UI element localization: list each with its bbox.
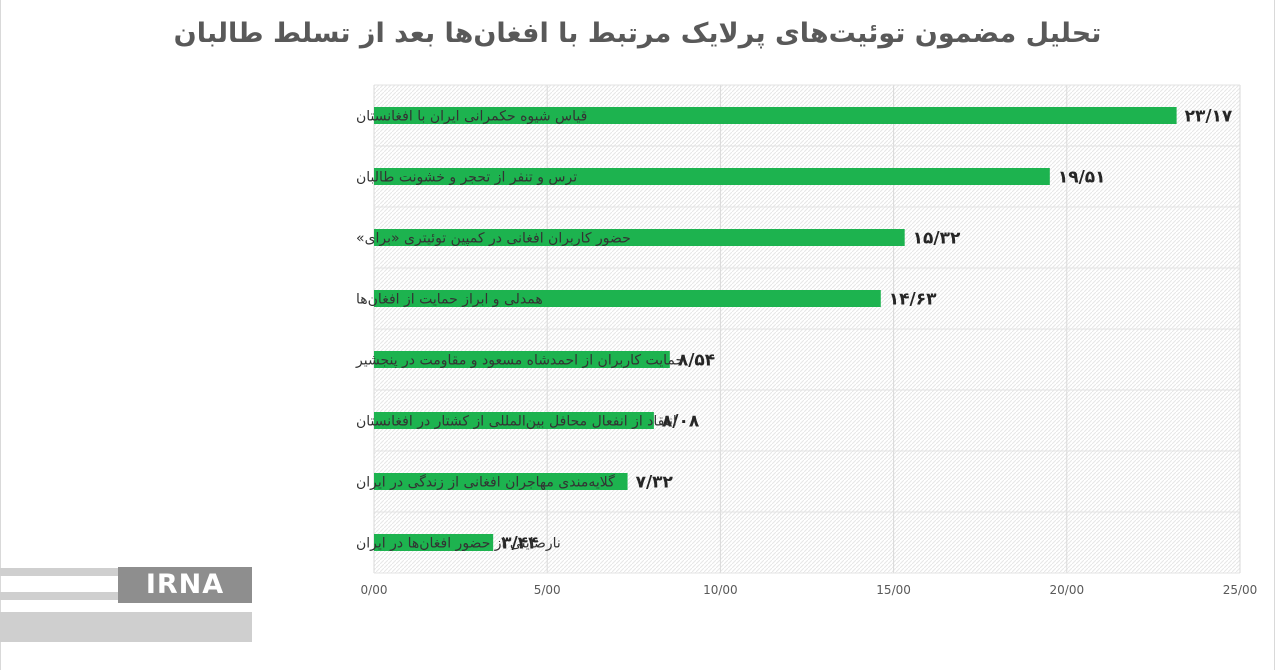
- category-label: ترس و تنفر از تحجر و خشونت طالبان: [356, 170, 577, 186]
- bar-value-label: ۲۳/۱۷: [1185, 107, 1233, 127]
- category-label: همدلی و ابراز حمایت از افغان‌ها: [356, 292, 543, 308]
- watermark-strip-bottom: [0, 612, 252, 642]
- bar-value-label: ۸/۰۸: [662, 412, 700, 432]
- chart-title: تحلیل مضمون توئیت‌های پرلایک مرتبط با اف…: [173, 18, 1102, 49]
- bar-value-label: ۱۹/۵۱: [1058, 168, 1106, 188]
- category-label: حمایت کاربران از احمدشاه مسعود و مقاومت …: [355, 353, 684, 369]
- bar: [374, 290, 881, 307]
- labels: ۲۳/۱۷ قیاس شیوه حکمرانی ایران با افغانستا…: [355, 107, 1233, 554]
- bar: [374, 412, 654, 429]
- x-tick-label: 10/00: [703, 583, 738, 597]
- gridlines: [373, 84, 1241, 574]
- x-tick-label: 5/00: [534, 583, 561, 597]
- bar-value-label: ۱۵/۳۲: [913, 229, 961, 249]
- bar: [374, 473, 628, 490]
- category-label: قیاس شیوه حکمرانی ایران با افغانستان: [356, 109, 587, 125]
- bar: [374, 229, 905, 246]
- bar-value-label: ۸/۵۴: [678, 351, 715, 371]
- x-tick-label: 20/00: [1050, 583, 1085, 597]
- bar: [374, 534, 494, 551]
- bar: [374, 107, 1177, 124]
- category-label: گلایه‌مندی مهاجران افغانی از زندگی در ای…: [356, 474, 615, 491]
- x-axis-ticks: 0/00 5/00 10/00 15/00 20/00 25/00: [361, 583, 1258, 597]
- category-label: نارضایتی از حضور افغان‌ها در ایران: [356, 536, 561, 552]
- x-tick-label: 25/00: [1223, 583, 1258, 597]
- bar: [374, 168, 1050, 185]
- watermark-strip-mid: [0, 592, 118, 600]
- x-tick-label: 15/00: [876, 583, 911, 597]
- bars: [374, 107, 1177, 551]
- category-label: انتقاد از انفعال محافل بین‌المللی از کشت…: [356, 414, 677, 430]
- bar-value-label: ۳/۴۴: [501, 534, 538, 554]
- watermark-strip-top: [0, 568, 118, 576]
- bar: [374, 351, 670, 368]
- x-tick-label: 0/00: [361, 583, 388, 597]
- irna-logo: IRNA: [118, 567, 252, 603]
- category-label: حضور کاربران افغانی در کمپین توئیتری «بر…: [356, 231, 631, 247]
- bar-value-label: ۷/۳۲: [636, 473, 674, 493]
- bar-value-label: ۱۴/۶۳: [889, 290, 937, 310]
